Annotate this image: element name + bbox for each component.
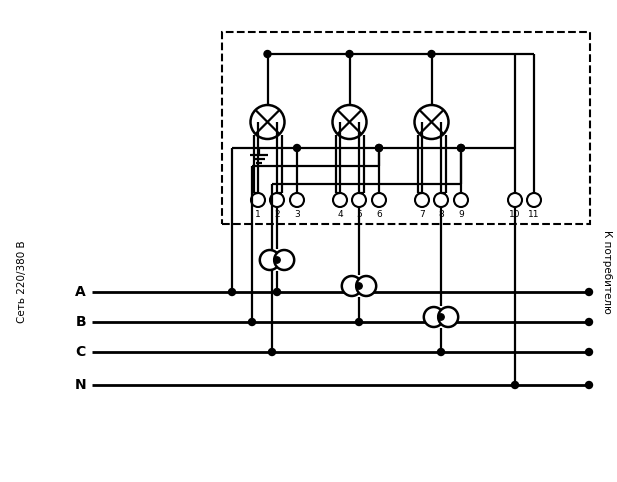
Circle shape <box>268 348 276 356</box>
Text: 7: 7 <box>419 210 425 219</box>
Circle shape <box>586 348 592 356</box>
Text: 11: 11 <box>528 210 540 219</box>
Text: B: B <box>75 315 86 329</box>
Text: A: A <box>75 285 86 299</box>
Circle shape <box>586 289 592 295</box>
Circle shape <box>424 307 444 327</box>
Text: 4: 4 <box>337 210 343 219</box>
Circle shape <box>457 145 465 151</box>
Circle shape <box>437 348 444 356</box>
Circle shape <box>274 257 280 263</box>
Bar <box>222 32 590 224</box>
Text: 3: 3 <box>294 210 300 219</box>
Circle shape <box>228 289 236 295</box>
Circle shape <box>438 307 458 327</box>
Circle shape <box>342 276 362 296</box>
Text: К потребителю: К потребителю <box>602 230 612 314</box>
Text: N: N <box>75 378 86 392</box>
Circle shape <box>438 314 444 320</box>
Text: 5: 5 <box>356 210 362 219</box>
Text: 2: 2 <box>274 210 280 219</box>
Text: C: C <box>76 345 86 359</box>
Text: 8: 8 <box>438 210 444 219</box>
Circle shape <box>260 250 280 270</box>
Circle shape <box>356 276 376 296</box>
Circle shape <box>346 51 353 57</box>
Circle shape <box>294 145 300 151</box>
Circle shape <box>249 319 255 325</box>
Circle shape <box>586 381 592 388</box>
Circle shape <box>586 319 592 325</box>
Circle shape <box>356 283 362 289</box>
Circle shape <box>376 145 383 151</box>
Circle shape <box>511 381 518 388</box>
Text: 6: 6 <box>376 210 382 219</box>
Circle shape <box>428 51 435 57</box>
Text: 1: 1 <box>255 210 261 219</box>
Text: Сеть 220/380 В: Сеть 220/380 В <box>17 241 27 323</box>
Circle shape <box>355 319 363 325</box>
Text: 9: 9 <box>458 210 464 219</box>
Circle shape <box>273 289 281 295</box>
Text: 10: 10 <box>509 210 521 219</box>
Circle shape <box>376 145 383 151</box>
Circle shape <box>457 145 465 151</box>
Circle shape <box>264 51 271 57</box>
Circle shape <box>274 250 294 270</box>
